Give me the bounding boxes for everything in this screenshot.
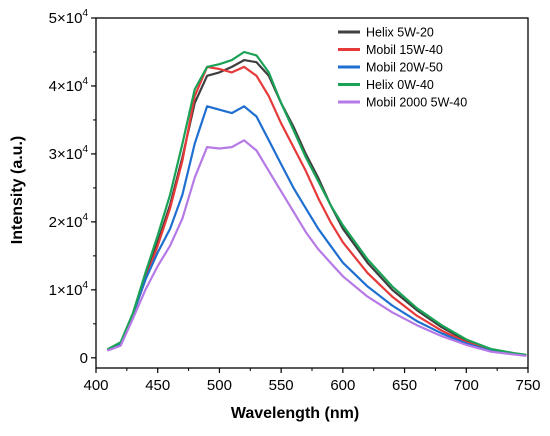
legend-entry: Mobil 20W-50 (366, 61, 443, 75)
x-tick-label: 400 (83, 377, 108, 394)
y-tick-label: 3×104 (49, 144, 89, 163)
legend: Helix 5W-20 Mobil 15W-40 Mobil 20W-50 Helix… (338, 26, 467, 110)
legend-entry: Mobil 15W-40 (366, 43, 443, 57)
series-line-2 (107, 65, 527, 357)
y-tick-label: 4×104 (49, 76, 89, 95)
legend-entry: Helix 5W-20 (366, 26, 434, 40)
y-tick-label: 5×104 (49, 8, 89, 27)
x-tick-label: 750 (515, 377, 540, 394)
y-tick-label: 2×104 (49, 212, 89, 231)
legend-entry: Mobil 2000 5W-40 (366, 96, 467, 110)
x-tick-label: 700 (454, 377, 479, 394)
series-line-3 (107, 105, 527, 357)
axes: 400 450 500 550 600 650 700 750 0 1×104 2×104 3×104… (49, 8, 541, 394)
plot-frame (95, 17, 529, 369)
y-axis-label: Intensity (a.u.) (9, 136, 26, 244)
y-tick-label: 1×104 (49, 280, 89, 299)
x-tick-label: 500 (207, 377, 232, 394)
series-line-4 (107, 50, 527, 356)
x-tick-label: 450 (145, 377, 170, 394)
x-axis-label: Wavelength (nm) (231, 405, 359, 422)
x-tick-label: 650 (392, 377, 417, 394)
series-lines (107, 50, 527, 357)
x-tick-label: 550 (269, 377, 294, 394)
series-line-5 (107, 139, 527, 357)
plot-area (95, 17, 529, 369)
legend-entry: Helix 0W-40 (366, 78, 434, 92)
y-tick-label: 0 (80, 350, 88, 367)
x-tick-label: 600 (330, 377, 355, 394)
